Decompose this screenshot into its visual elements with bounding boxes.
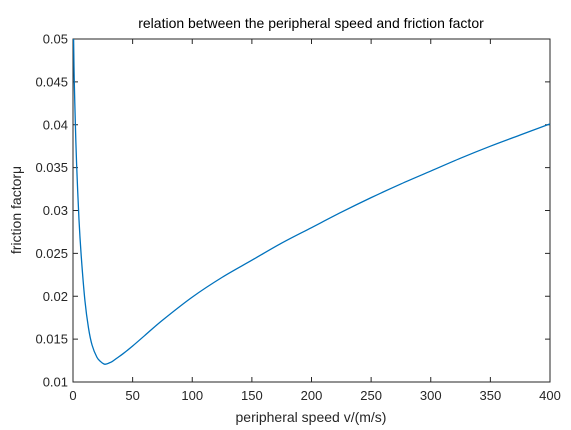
x-tick-label: 100 <box>181 388 203 403</box>
y-tick-label: 0.05 <box>43 32 68 47</box>
y-tick-label: 0.02 <box>43 289 68 304</box>
y-tick-label: 0.04 <box>43 117 68 132</box>
plot-area <box>72 38 551 383</box>
chart-title: relation between the peripheral speed an… <box>138 15 484 31</box>
y-axis-label: friction factorμ <box>8 166 24 254</box>
x-tick-label: 0 <box>69 388 76 403</box>
y-axis-ticks: 0.01 0.015 0.02 0.025 0.03 0.035 0.04 0.045 0.05 <box>35 32 550 390</box>
y-tick-label: 0.035 <box>35 160 68 175</box>
x-axis-label: peripheral speed v/(m/s) <box>236 409 387 425</box>
y-tick-label: 0.045 <box>35 74 68 89</box>
x-tick-label: 300 <box>420 388 442 403</box>
y-tick-label: 0.015 <box>35 332 68 347</box>
y-tick-label: 0.025 <box>35 246 68 261</box>
x-axis-ticks: 0 50 100 150 200 250 300 350 400 <box>69 39 561 403</box>
x-tick-label: 250 <box>360 388 382 403</box>
y-tick-label: 0.03 <box>43 203 68 218</box>
y-tick-label: 0.01 <box>43 375 68 390</box>
x-tick-label: 350 <box>480 388 502 403</box>
x-tick-label: 50 <box>125 388 139 403</box>
x-tick-label: 200 <box>301 388 323 403</box>
x-tick-label: 400 <box>539 388 561 403</box>
series-line <box>72 38 551 365</box>
x-tick-label: 150 <box>241 388 263 403</box>
